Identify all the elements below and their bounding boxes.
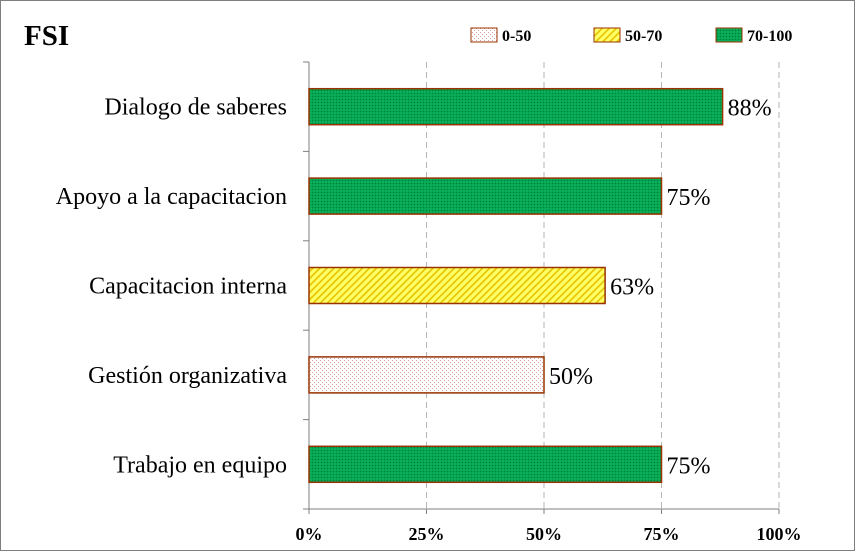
legend-label: 70-100 <box>747 28 792 45</box>
x-tick-label: 100% <box>757 524 802 544</box>
x-tick-label: 75% <box>644 524 680 544</box>
chart-title: FSI <box>24 20 69 52</box>
value-label: 63% <box>610 275 654 301</box>
category-label: Dialogo de saberes <box>104 95 287 121</box>
category-labels: Dialogo de saberes Apoyo a la capacitacio… <box>56 95 288 479</box>
legend-label: 0-50 <box>502 28 531 45</box>
category-label: Apoyo a la capacitacion <box>56 184 287 210</box>
bar-2 <box>308 177 663 215</box>
bar-4 <box>308 356 545 394</box>
bar-1 <box>308 87 724 126</box>
value-label: 50% <box>549 364 593 390</box>
category-label: Gestión organizativa <box>88 363 287 389</box>
value-label: 75% <box>667 453 711 479</box>
legend: 0-50 50-70 70-100 <box>470 27 792 45</box>
category-label: Trabajo en equipo <box>113 452 287 478</box>
value-labels: 88% 75% 63% 50% 75% <box>549 96 772 480</box>
x-tick-labels: 0% 25% 50% 75% 100% <box>296 524 802 544</box>
value-label: 75% <box>667 185 711 211</box>
bar-5 <box>308 445 663 484</box>
x-tick-label: 25% <box>409 524 445 544</box>
bars <box>308 87 724 484</box>
x-tick-label: 0% <box>296 524 323 544</box>
category-label: Capacitacion interna <box>89 274 287 300</box>
x-tick-label: 50% <box>526 524 562 544</box>
legend-label: 50-70 <box>625 28 662 45</box>
legend-swatch-50-70 <box>593 27 621 43</box>
legend-swatch-70-100 <box>715 27 743 43</box>
bar-3 <box>308 266 606 305</box>
value-label: 88% <box>728 96 772 122</box>
legend-swatch-0-50 <box>470 27 498 43</box>
